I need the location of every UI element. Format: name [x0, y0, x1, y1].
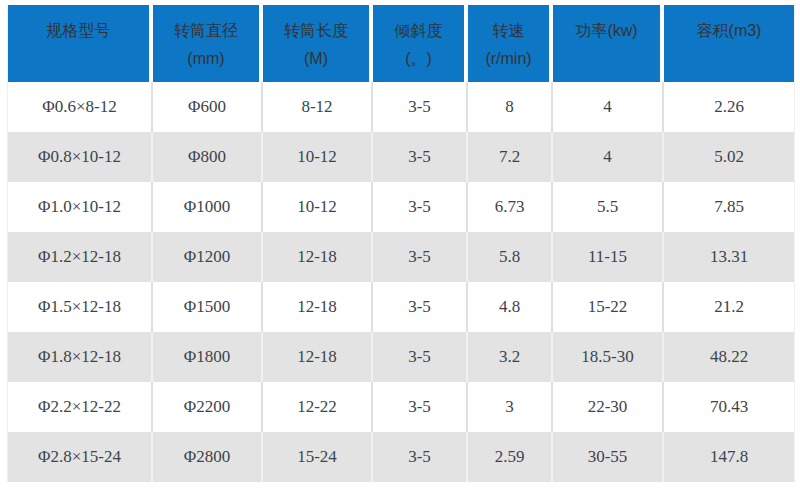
table-row: Φ0.8×10-12Φ80010-123-57.245.02: [8, 132, 794, 182]
cell-drum-diameter: Φ2200: [153, 382, 263, 432]
spec-table: 规格型号转筒直径(mm)转筒长度(M)倾斜度(。)转速(r/min)功率(kw)…: [7, 5, 795, 482]
cell-drum-diameter: Φ600: [153, 82, 263, 132]
cell-model: Φ2.2×12-22: [8, 382, 153, 432]
column-header-power: 功率(kw): [553, 5, 664, 82]
cell-volume: 5.02: [664, 132, 794, 182]
table-row: Φ1.8×12-18Φ180012-183-53.218.5-3048.22: [8, 332, 794, 382]
cell-power: 5.5: [553, 182, 664, 232]
cell-incline: 3-5: [373, 82, 468, 132]
cell-drum-length: 12-22: [263, 382, 373, 432]
column-header-drum-diameter: 转筒直径(mm): [153, 5, 263, 82]
cell-power: 22-30: [553, 382, 664, 432]
table-row: Φ1.0×10-12Φ100010-123-56.735.57.85: [8, 182, 794, 232]
cell-speed: 3.2: [468, 332, 553, 382]
column-header-line: 规格型号: [9, 17, 148, 45]
cell-drum-length: 8-12: [263, 82, 373, 132]
cell-model: Φ2.8×15-24: [8, 432, 153, 482]
table-row: Φ2.8×15-24Φ280015-243-52.5930-55147.8: [8, 432, 794, 482]
cell-incline: 3-5: [373, 432, 468, 482]
cell-drum-diameter: Φ1200: [153, 232, 263, 282]
table-row: Φ1.5×12-18Φ150012-183-54.815-2221.2: [8, 282, 794, 332]
cell-model: Φ1.8×12-18: [8, 332, 153, 382]
column-header-line: 倾斜度: [374, 17, 463, 45]
cell-power: 4: [553, 82, 664, 132]
cell-power: 15-22: [553, 282, 664, 332]
column-header-line: (mm): [154, 45, 258, 73]
column-header-speed: 转速(r/min): [468, 5, 553, 82]
cell-volume: 13.31: [664, 232, 794, 282]
cell-drum-diameter: Φ2800: [153, 432, 263, 482]
cell-power: 4: [553, 132, 664, 182]
cell-incline: 3-5: [373, 332, 468, 382]
cell-drum-diameter: Φ800: [153, 132, 263, 182]
cell-power: 11-15: [553, 232, 664, 282]
column-header-line: 容积(m3): [665, 17, 793, 45]
column-header-line: 转速: [469, 17, 548, 45]
cell-volume: 7.85: [664, 182, 794, 232]
cell-power: 30-55: [553, 432, 664, 482]
cell-speed: 8: [468, 82, 553, 132]
column-header-line: (M): [264, 45, 368, 73]
cell-speed: 4.8: [468, 282, 553, 332]
cell-model: Φ1.2×12-18: [8, 232, 153, 282]
cell-incline: 3-5: [373, 232, 468, 282]
cell-drum-length: 12-18: [263, 332, 373, 382]
cell-model: Φ1.0×10-12: [8, 182, 153, 232]
table-row: Φ0.6×8-12Φ6008-123-5842.26: [8, 82, 794, 132]
cell-incline: 3-5: [373, 132, 468, 182]
cell-volume: 147.8: [664, 432, 794, 482]
cell-power: 18.5-30: [553, 332, 664, 382]
cell-model: Φ1.5×12-18: [8, 282, 153, 332]
column-header-line: (。): [374, 45, 463, 73]
column-header-model: 规格型号: [8, 5, 153, 82]
column-header-line: 转筒长度: [264, 17, 368, 45]
table-row: Φ1.2×12-18Φ120012-183-55.811-1513.31: [8, 232, 794, 282]
cell-volume: 70.43: [664, 382, 794, 432]
cell-drum-length: 12-18: [263, 282, 373, 332]
cell-speed: 3: [468, 382, 553, 432]
cell-volume: 21.2: [664, 282, 794, 332]
table-row: Φ2.2×12-22Φ220012-223-5322-3070.43: [8, 382, 794, 432]
cell-volume: 2.26: [664, 82, 794, 132]
column-header-line: 功率(kw): [554, 17, 659, 45]
spec-table-container: 规格型号转筒直径(mm)转筒长度(M)倾斜度(。)转速(r/min)功率(kw)…: [7, 5, 793, 482]
cell-speed: 7.2: [468, 132, 553, 182]
cell-drum-length: 10-12: [263, 132, 373, 182]
cell-model: Φ0.6×8-12: [8, 82, 153, 132]
column-header-line: 转筒直径: [154, 17, 258, 45]
cell-incline: 3-5: [373, 382, 468, 432]
column-header-incline: 倾斜度(。): [373, 5, 468, 82]
cell-speed: 5.8: [468, 232, 553, 282]
cell-drum-diameter: Φ1000: [153, 182, 263, 232]
cell-speed: 6.73: [468, 182, 553, 232]
column-header-drum-length: 转筒长度(M): [263, 5, 373, 82]
header-row: 规格型号转筒直径(mm)转筒长度(M)倾斜度(。)转速(r/min)功率(kw)…: [8, 5, 794, 82]
cell-model: Φ0.8×10-12: [8, 132, 153, 182]
cell-drum-length: 10-12: [263, 182, 373, 232]
cell-volume: 48.22: [664, 332, 794, 382]
cell-incline: 3-5: [373, 182, 468, 232]
cell-speed: 2.59: [468, 432, 553, 482]
cell-drum-length: 15-24: [263, 432, 373, 482]
column-header-line: (r/min): [469, 45, 548, 73]
cell-drum-diameter: Φ1500: [153, 282, 263, 332]
cell-incline: 3-5: [373, 282, 468, 332]
cell-drum-length: 12-18: [263, 232, 373, 282]
column-header-volume: 容积(m3): [664, 5, 794, 82]
cell-drum-diameter: Φ1800: [153, 332, 263, 382]
